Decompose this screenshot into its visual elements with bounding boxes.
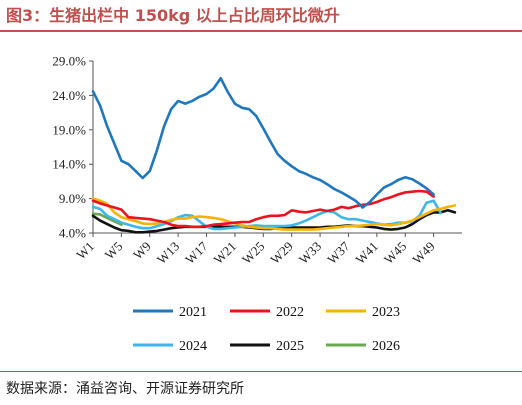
x-tick-label: W17 — [182, 238, 211, 267]
data-source-note: 数据来源：涌益咨询、开源证券研究所 — [6, 381, 244, 397]
legend-label-2024: 2024 — [179, 339, 207, 354]
legend-label-2023: 2023 — [372, 305, 400, 320]
y-tick-label: 9.0% — [59, 191, 86, 206]
source-divider — [0, 371, 522, 372]
y-tick-label: 24.0% — [52, 88, 86, 103]
chart-title: 图3：生猪出栏中 150kg 以上占比周环比微升 — [6, 6, 340, 25]
x-tick-label: W45 — [381, 239, 409, 267]
x-tick-label: W49 — [409, 239, 437, 267]
x-tick-label: W13 — [154, 239, 182, 267]
x-axis: W1 W5 W9 W13 W17 W21 W25 W29 W33 W37 W41 W45 W49 — [73, 232, 462, 267]
x-tick-label: W29 — [267, 239, 295, 267]
series-line-2022 — [91, 189, 435, 229]
x-tick-label: W1 — [73, 239, 97, 263]
y-tick-label: 14.0% — [52, 157, 86, 172]
y-tick-label: 4.0% — [59, 226, 86, 241]
line-chart: 29.0% 24.0% 19.0% 14.0% 9.0% 4.0% W1 W5 W9 W13 W1… — [52, 54, 462, 354]
title-divider — [0, 30, 522, 32]
x-tick-label: W41 — [352, 239, 380, 267]
x-tick-label: W21 — [211, 239, 239, 267]
series-line-2026 — [91, 212, 123, 226]
legend: 2021 2022 2023 2024 2025 2026 — [133, 305, 400, 354]
legend-label-2022: 2022 — [276, 305, 304, 320]
x-tick-label: W9 — [130, 239, 154, 263]
series-lines — [91, 76, 457, 234]
series-line-2023 — [91, 197, 457, 231]
x-tick-label: W5 — [102, 239, 126, 263]
y-tick-label: 19.0% — [52, 122, 86, 137]
y-tick-label: 29.0% — [52, 54, 86, 69]
y-axis: 29.0% 24.0% 19.0% 14.0% 9.0% 4.0% — [52, 54, 94, 241]
series-line-2021 — [91, 76, 435, 209]
legend-label-2025: 2025 — [276, 339, 304, 354]
x-tick-label: W33 — [296, 239, 324, 267]
x-tick-label: W37 — [324, 238, 353, 267]
x-tick-label: W25 — [239, 239, 267, 267]
legend-label-2026: 2026 — [372, 339, 400, 354]
legend-label-2021: 2021 — [179, 305, 207, 320]
